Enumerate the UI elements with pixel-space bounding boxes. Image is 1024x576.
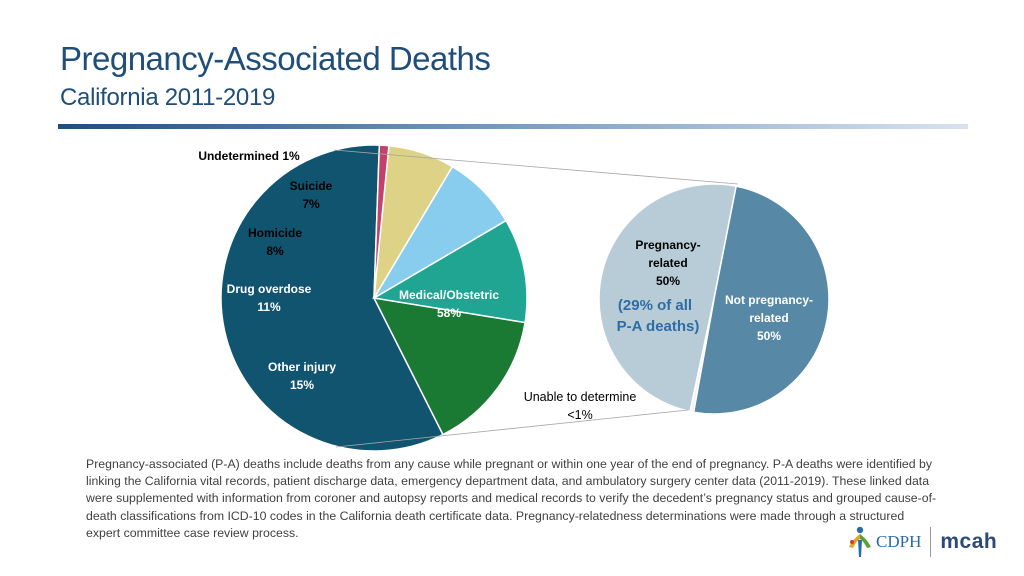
title-rule	[58, 124, 968, 129]
page-title: Pregnancy-Associated Deaths	[60, 40, 491, 77]
label-not-pregnancy-related-1: Not pregnancy-	[725, 293, 813, 307]
label-homicide: Homicide	[248, 226, 302, 240]
label-pregnancy-related-1: Pregnancy-	[635, 238, 700, 252]
label-other-injury: Other injury	[268, 360, 336, 374]
cdph-logo-text: CDPH	[876, 532, 922, 551]
label-pregnancy-related-note-2: P-A deaths)	[617, 318, 700, 335]
slice-drug-overdose	[371, 219, 528, 324]
slice-other-injury	[372, 297, 526, 436]
footnote: Pregnancy-associated (P-A) deaths includ…	[86, 457, 937, 540]
slice-medical-obstetric	[220, 144, 444, 452]
label-drug-overdose: Drug overdose	[227, 282, 312, 296]
slice-undetermined	[373, 144, 390, 299]
label-medical-obstetric-pct: 58%	[437, 306, 461, 320]
slice-not-pregnancy-related	[692, 185, 830, 415]
label-pregnancy-related-pct: 50%	[656, 274, 680, 288]
logo-divider	[930, 527, 932, 557]
slice-unable-to-determine	[689, 298, 715, 414]
label-suicide-pct: 7%	[302, 197, 320, 211]
connector-line-bottom	[335, 409, 689, 448]
people-figures-icon	[849, 526, 871, 557]
label-not-pregnancy-related-pct: 50%	[757, 329, 781, 343]
cdph-mcah-logo: CDPH mcah	[846, 522, 997, 562]
label-medical-obstetric: Medical/Obstetric	[399, 288, 499, 302]
label-drug-overdose-pct: 11%	[257, 300, 281, 314]
mcah-logo-text: mcah	[940, 530, 998, 553]
label-pregnancy-related-note-1: (29% of all	[618, 297, 692, 314]
label-suicide: Suicide	[290, 179, 333, 193]
connector-line-top	[333, 149, 739, 185]
label-unable-to-determine: Unable to determine	[524, 390, 637, 404]
label-homicide-pct: 8%	[266, 244, 284, 258]
main-pie	[220, 144, 528, 452]
label-undetermined: Undetermined 1%	[198, 149, 300, 163]
second-pie	[598, 183, 830, 415]
pie-charts: Undetermined 1% Suicide 7% Homicide 8% D…	[198, 144, 830, 452]
label-unable-to-determine-pct: <1%	[567, 408, 592, 422]
label-other-injury-pct: 15%	[290, 378, 314, 392]
page-subtitle: California 2011-2019	[60, 84, 276, 111]
label-pregnancy-related-2: related	[648, 256, 687, 270]
label-not-pregnancy-related-2: related	[749, 311, 788, 325]
